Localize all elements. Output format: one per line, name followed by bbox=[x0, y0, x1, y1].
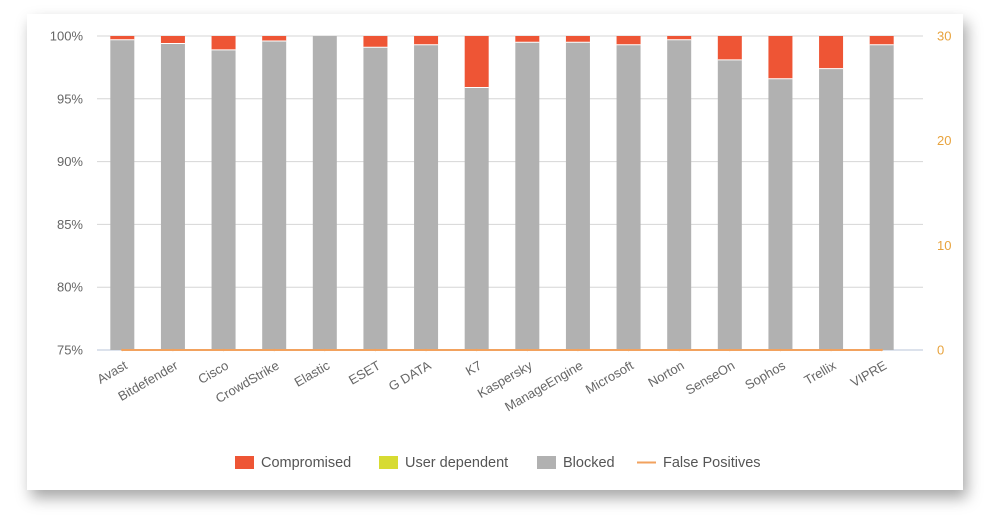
bar-compromised-kaspersky bbox=[515, 36, 540, 43]
bar-compromised-g-data bbox=[414, 36, 439, 45]
bar-blocked-microsoft bbox=[616, 44, 641, 351]
bar-blocked-g-data bbox=[414, 44, 439, 351]
x-category-label: SenseOn bbox=[683, 358, 737, 398]
y-left-tick-label: 95% bbox=[57, 91, 83, 106]
bar-blocked-avast bbox=[110, 39, 135, 350]
y-left-tick-label: 75% bbox=[57, 343, 83, 358]
x-category-label: Norton bbox=[645, 358, 686, 391]
false-positives-point bbox=[374, 348, 377, 352]
y-left-tick-label: 100% bbox=[50, 29, 84, 44]
bar-compromised-crowdstrike bbox=[262, 36, 287, 42]
legend-label: False Positives bbox=[663, 455, 761, 471]
bar-compromised-k7 bbox=[464, 36, 489, 88]
bar-compromised-cisco bbox=[211, 36, 236, 50]
bar-compromised-manageengine bbox=[565, 36, 590, 43]
x-category-label: K7 bbox=[463, 358, 484, 379]
y-right-tick-label: 20 bbox=[937, 133, 951, 148]
false-positives-point bbox=[829, 348, 833, 352]
x-category-label: Trellix bbox=[801, 357, 839, 387]
bar-blocked-crowdstrike bbox=[262, 41, 287, 351]
x-category-label: Microsoft bbox=[583, 357, 637, 397]
bar-blocked-manageengine bbox=[565, 42, 590, 350]
x-category-label: Avast bbox=[94, 357, 130, 386]
legend-swatch-compromised bbox=[235, 456, 254, 469]
y-right-tick-label: 10 bbox=[937, 238, 951, 253]
bar-blocked-vipre bbox=[869, 44, 894, 351]
bar-compromised-norton bbox=[667, 36, 692, 40]
bar-compromised-microsoft bbox=[616, 36, 641, 45]
x-category-label: Sophos bbox=[742, 357, 788, 392]
false-positives-point bbox=[475, 348, 478, 352]
legend-label: Blocked bbox=[563, 455, 615, 471]
bar-compromised-vipre bbox=[869, 36, 894, 45]
bar-compromised-avast bbox=[110, 36, 135, 40]
x-category-label: G DATA bbox=[386, 357, 434, 393]
bar-blocked-senseon bbox=[717, 59, 742, 350]
legend-label: User dependent bbox=[405, 455, 508, 471]
bar-compromised-eset bbox=[363, 36, 388, 48]
x-category-label: Elastic bbox=[292, 357, 333, 389]
false-positives-point bbox=[576, 348, 580, 352]
bar-blocked-kaspersky bbox=[515, 42, 540, 350]
false-positives-point bbox=[222, 348, 225, 352]
y-right-tick-label: 0 bbox=[937, 343, 944, 358]
x-category-label: ESET bbox=[346, 358, 383, 388]
bar-blocked-sophos bbox=[768, 78, 793, 350]
bar-blocked-norton bbox=[667, 39, 692, 350]
bar-compromised-sophos bbox=[768, 36, 793, 79]
false-positives-point bbox=[728, 348, 732, 352]
false-positives-point bbox=[171, 348, 175, 352]
false-positives-point bbox=[880, 348, 883, 352]
x-category-label: VIPRE bbox=[848, 357, 890, 390]
bar-blocked-trellix bbox=[819, 68, 844, 350]
false-positives-point bbox=[627, 348, 630, 352]
y-left-tick-label: 90% bbox=[57, 154, 83, 169]
bar-compromised-trellix bbox=[819, 36, 844, 69]
y-left-tick-label: 85% bbox=[57, 217, 83, 232]
bar-blocked-cisco bbox=[211, 49, 236, 350]
false-positives-point bbox=[677, 348, 681, 352]
bar-blocked-eset bbox=[363, 47, 388, 350]
stacked-bar-chart: 75%80%85%90%95%100%0102030AvastBitdefend… bbox=[50, 29, 952, 472]
legend-swatch-blocked bbox=[537, 456, 556, 469]
false-positives-point bbox=[526, 348, 529, 352]
bar-compromised-senseon bbox=[717, 36, 742, 60]
false-positives-point bbox=[779, 348, 782, 352]
y-right-tick-label: 30 bbox=[937, 29, 951, 44]
bar-blocked-k7 bbox=[464, 87, 489, 350]
y-left-tick-label: 80% bbox=[57, 280, 83, 295]
false-positives-point bbox=[424, 348, 428, 352]
false-positives-point bbox=[272, 348, 276, 352]
legend-swatch-user-dependent bbox=[379, 456, 398, 469]
bar-blocked-bitdefender bbox=[160, 43, 185, 350]
bar-blocked-elastic bbox=[312, 36, 337, 350]
chart-card: 75% 80% 85% 90% 95% 100% 0 10 20 30 Avast Bitdefend… bbox=[27, 14, 963, 490]
false-positives-point bbox=[323, 348, 327, 352]
bar-compromised-bitdefender bbox=[160, 36, 185, 44]
x-category-label: Cisco bbox=[195, 358, 231, 387]
legend-label: Compromised bbox=[261, 455, 351, 471]
false-positives-point bbox=[121, 348, 124, 352]
